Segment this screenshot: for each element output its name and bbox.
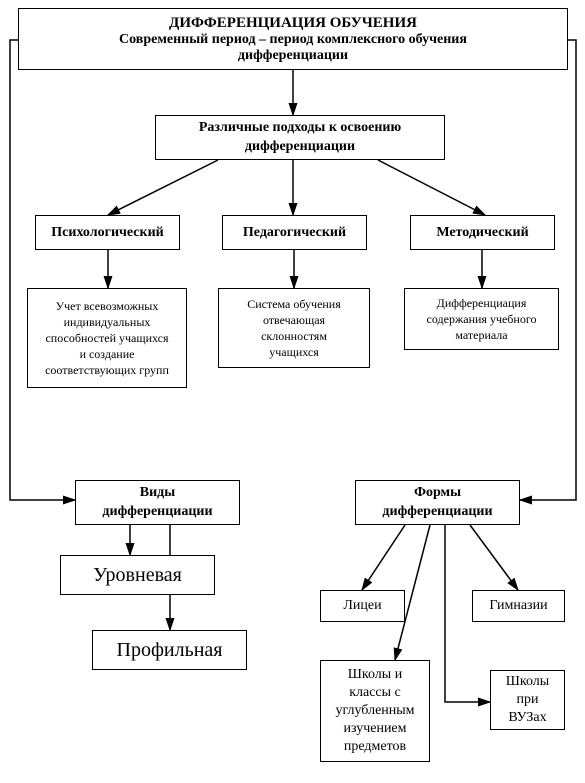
schools-vuz-l1: Школы xyxy=(506,673,549,691)
pedag-box: Педагогический xyxy=(222,215,367,250)
lyceum-text: Лицеи xyxy=(343,598,381,614)
schools-deep-l3: углубленным xyxy=(335,702,414,720)
header-line1: ДИФФЕРЕНЦИАЦИЯ ОБУЧЕНИЯ xyxy=(169,15,417,32)
psych-desc-l3: способностей учащихся xyxy=(45,330,168,346)
schools-vuz-box: Школы при ВУЗах xyxy=(490,670,565,730)
method-desc-box: Дифференциация содержания учебного матер… xyxy=(404,288,559,350)
schools-deep-box: Школы и классы с углубленным изучением п… xyxy=(320,660,430,762)
types-l2: дифференциации xyxy=(102,503,212,521)
psych-desc-l4: и создание xyxy=(80,346,135,362)
schools-vuz-l3: ВУЗах xyxy=(508,709,546,727)
method-desc-l2: содержания учебного xyxy=(427,311,537,327)
psych-desc-l5: соответствующих групп xyxy=(45,362,169,378)
profile-box: Профильная xyxy=(92,630,247,670)
schools-deep-l2: классы с xyxy=(349,684,401,702)
types-l1: Виды xyxy=(140,484,175,502)
pedag-desc-l1: Система обучения xyxy=(247,296,341,312)
pedag-desc-l4: учащихся xyxy=(269,344,319,360)
header-line2: Современный период – период комплексного… xyxy=(119,32,467,48)
method-text: Методический xyxy=(436,225,528,241)
gymnasium-box: Гимназии xyxy=(472,590,565,622)
gymnasium-text: Гимназии xyxy=(489,598,547,614)
approaches-box: Различные подходы к освоению дифференциа… xyxy=(155,115,445,160)
method-box: Методический xyxy=(410,215,555,250)
pedag-desc-l2: отвечающая xyxy=(263,312,325,328)
header-line3: дифференциации xyxy=(238,48,348,64)
forms-box: Формы дифференциации xyxy=(355,480,520,525)
psych-text: Психологический xyxy=(51,225,163,241)
psych-desc-l1: Учет всевозможных xyxy=(56,298,159,314)
profile-text: Профильная xyxy=(117,639,223,662)
pedag-desc-l3: склонностям xyxy=(261,328,327,344)
level-box: Уровневая xyxy=(60,555,215,595)
psych-box: Психологический xyxy=(35,215,180,250)
types-box: Виды дифференциации xyxy=(75,480,240,525)
header-box: ДИФФЕРЕНЦИАЦИЯ ОБУЧЕНИЯ Современный пери… xyxy=(18,8,568,70)
pedag-text: Педагогический xyxy=(243,225,346,241)
psych-desc-l2: индивидуальных xyxy=(64,314,151,330)
schools-deep-l5: предметов xyxy=(344,738,406,756)
schools-vuz-l2: при xyxy=(517,691,539,709)
method-desc-l1: Дифференциация xyxy=(437,295,527,311)
approaches-line1: Различные подходы к освоению xyxy=(199,119,401,137)
forms-l1: Формы xyxy=(414,484,461,502)
schools-deep-l1: Школы и xyxy=(348,666,402,684)
pedag-desc-box: Система обучения отвечающая склонностям … xyxy=(218,288,370,368)
schools-deep-l4: изучением xyxy=(343,720,406,738)
lyceum-box: Лицеи xyxy=(320,590,405,622)
forms-l2: дифференциации xyxy=(382,503,492,521)
method-desc-l3: материала xyxy=(455,327,507,343)
psych-desc-box: Учет всевозможных индивидуальных способн… xyxy=(27,288,187,388)
level-text: Уровневая xyxy=(93,564,182,587)
approaches-line2: дифференциации xyxy=(245,138,355,156)
